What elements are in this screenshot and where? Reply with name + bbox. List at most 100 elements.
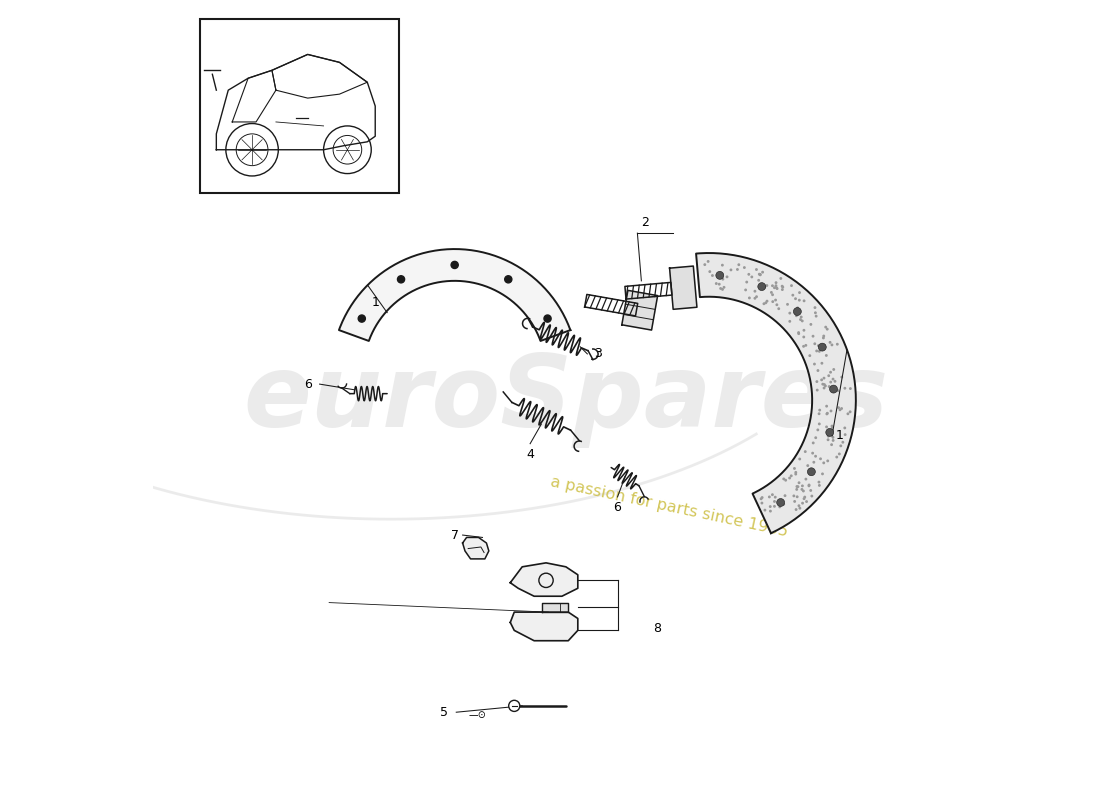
Circle shape xyxy=(718,276,722,279)
Circle shape xyxy=(799,291,801,294)
Circle shape xyxy=(842,441,845,444)
Circle shape xyxy=(837,390,839,392)
Circle shape xyxy=(748,297,751,299)
Circle shape xyxy=(773,505,776,508)
Circle shape xyxy=(840,407,843,410)
Circle shape xyxy=(786,303,789,306)
Circle shape xyxy=(795,488,799,491)
Circle shape xyxy=(803,299,805,302)
Circle shape xyxy=(810,489,812,492)
Circle shape xyxy=(825,426,828,428)
Circle shape xyxy=(703,263,706,266)
Circle shape xyxy=(718,282,721,286)
Circle shape xyxy=(826,459,829,462)
Circle shape xyxy=(718,271,722,274)
Circle shape xyxy=(766,284,768,287)
Circle shape xyxy=(821,473,824,475)
Circle shape xyxy=(807,483,811,486)
Circle shape xyxy=(824,326,827,329)
Circle shape xyxy=(801,488,803,491)
Circle shape xyxy=(763,509,767,511)
Circle shape xyxy=(776,287,779,290)
Circle shape xyxy=(799,318,802,321)
Circle shape xyxy=(742,266,746,269)
Circle shape xyxy=(771,494,773,496)
Circle shape xyxy=(805,500,808,503)
Circle shape xyxy=(804,344,807,346)
Circle shape xyxy=(820,458,822,460)
Circle shape xyxy=(821,362,823,365)
Circle shape xyxy=(836,342,838,346)
Circle shape xyxy=(832,378,835,381)
Circle shape xyxy=(783,494,786,497)
Circle shape xyxy=(814,436,817,439)
Circle shape xyxy=(829,429,832,432)
Polygon shape xyxy=(510,612,578,641)
Text: 3: 3 xyxy=(594,347,602,361)
Circle shape xyxy=(722,278,724,281)
Circle shape xyxy=(832,436,835,438)
Circle shape xyxy=(766,300,769,302)
Circle shape xyxy=(804,450,806,453)
Circle shape xyxy=(799,458,801,461)
Circle shape xyxy=(794,508,797,511)
Circle shape xyxy=(807,485,811,487)
Circle shape xyxy=(784,478,788,482)
Circle shape xyxy=(825,354,828,357)
Circle shape xyxy=(773,500,776,503)
Circle shape xyxy=(824,385,827,387)
Circle shape xyxy=(793,307,801,315)
Circle shape xyxy=(802,490,805,493)
Circle shape xyxy=(780,277,782,280)
Circle shape xyxy=(760,498,762,500)
Circle shape xyxy=(807,468,815,476)
Circle shape xyxy=(746,281,748,283)
Circle shape xyxy=(771,300,774,303)
Circle shape xyxy=(849,410,851,414)
Polygon shape xyxy=(339,249,571,341)
Circle shape xyxy=(711,274,714,277)
Circle shape xyxy=(810,323,812,326)
Polygon shape xyxy=(696,253,856,534)
Circle shape xyxy=(827,434,829,438)
Circle shape xyxy=(823,386,825,390)
Circle shape xyxy=(715,282,717,285)
Circle shape xyxy=(821,378,823,382)
Circle shape xyxy=(451,262,459,269)
Circle shape xyxy=(817,412,821,415)
Circle shape xyxy=(801,319,804,322)
Circle shape xyxy=(763,286,767,288)
Circle shape xyxy=(818,350,821,353)
Circle shape xyxy=(359,315,365,322)
Circle shape xyxy=(798,331,800,334)
Circle shape xyxy=(822,382,824,386)
Circle shape xyxy=(801,485,804,487)
Circle shape xyxy=(844,426,846,430)
Circle shape xyxy=(849,387,851,390)
Text: 1: 1 xyxy=(836,430,844,442)
Circle shape xyxy=(812,442,815,444)
Circle shape xyxy=(781,286,784,289)
Circle shape xyxy=(795,485,799,488)
Circle shape xyxy=(778,307,780,310)
Circle shape xyxy=(796,486,800,488)
Text: 5: 5 xyxy=(440,706,449,718)
Circle shape xyxy=(823,383,826,386)
Circle shape xyxy=(764,302,768,304)
Circle shape xyxy=(808,354,811,357)
Circle shape xyxy=(760,502,763,505)
Circle shape xyxy=(829,410,833,412)
Circle shape xyxy=(768,495,771,498)
Circle shape xyxy=(747,273,750,276)
Circle shape xyxy=(706,260,710,263)
Circle shape xyxy=(745,289,747,291)
Circle shape xyxy=(825,413,828,415)
Circle shape xyxy=(816,389,818,391)
Circle shape xyxy=(755,295,758,298)
Text: 4: 4 xyxy=(526,448,535,461)
Circle shape xyxy=(720,264,724,266)
Circle shape xyxy=(827,374,830,377)
Circle shape xyxy=(769,510,772,513)
Circle shape xyxy=(776,303,779,306)
Circle shape xyxy=(793,467,796,470)
